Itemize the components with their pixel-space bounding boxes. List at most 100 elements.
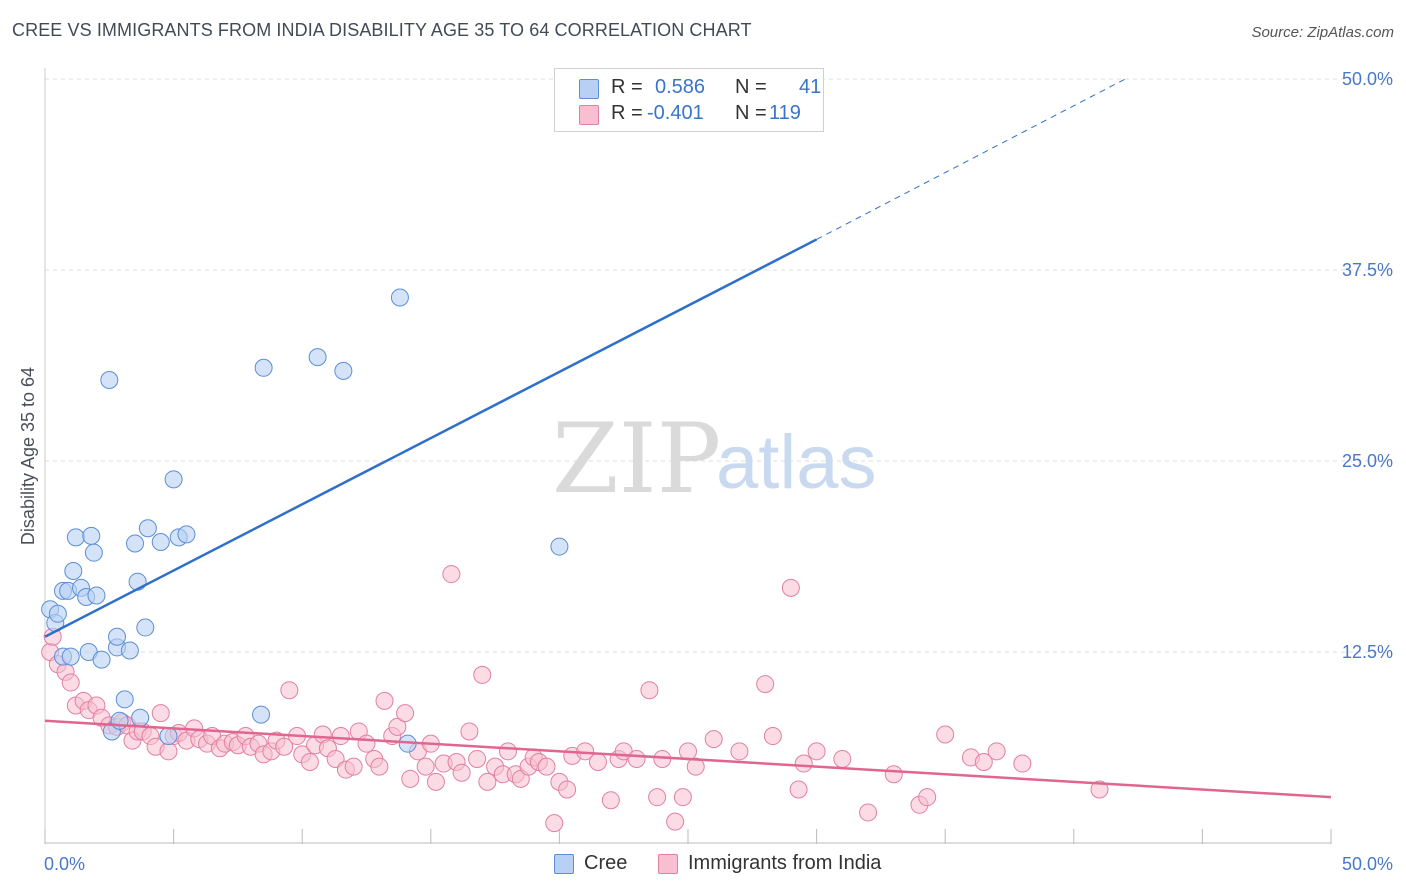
india-point	[1013, 754, 1032, 773]
india-point	[388, 717, 407, 736]
india-trend-line	[44, 719, 1332, 799]
india-point	[331, 727, 350, 746]
cree-point	[334, 361, 353, 380]
india-points	[41, 565, 1109, 833]
india-point	[460, 722, 479, 741]
cree-point	[126, 534, 145, 553]
india-point	[61, 673, 80, 692]
india-point	[679, 742, 697, 761]
legend-r-label: R =	[611, 76, 643, 98]
cree-legend-label: Cree	[584, 852, 628, 874]
cree-point	[92, 650, 111, 669]
watermark-atlas: atlas	[716, 420, 877, 505]
watermark-zip: ZIP	[552, 403, 721, 515]
legend-n-value: 41	[799, 76, 822, 98]
india-point	[588, 753, 607, 772]
india-point	[468, 749, 487, 768]
india-point	[936, 725, 955, 744]
cree-point	[308, 348, 327, 367]
cree-point	[108, 627, 127, 646]
india-point	[300, 753, 319, 772]
cree-point	[151, 532, 170, 551]
india-point	[763, 727, 782, 746]
india-point	[280, 681, 299, 700]
cree-point	[82, 526, 101, 545]
india-point	[627, 749, 646, 768]
x-tick-labels: 0.0% 50.0%	[44, 854, 1393, 874]
cree-point	[66, 528, 85, 547]
legend-r-label: R =	[611, 102, 643, 124]
india-point	[781, 578, 800, 597]
india-point	[704, 730, 723, 749]
trend-lines	[44, 78, 1332, 799]
cree-point	[159, 727, 178, 746]
x-tick-label: 50.0%	[1342, 854, 1393, 874]
india-point	[640, 681, 659, 700]
y-tick-labels: 12.5% 25.0% 37.5% 50.0%	[1342, 69, 1393, 662]
y-axis-label: Disability Age 35 to 64	[18, 367, 38, 545]
india-point	[370, 757, 389, 776]
legend-r-value: -0.401	[647, 102, 704, 124]
cree-point	[64, 562, 83, 581]
india-point	[1090, 780, 1109, 799]
cree-point	[136, 618, 155, 637]
cree-swatch	[579, 79, 599, 99]
correlation-legend: R = 0.586 N = 41 R = -0.401 N = 119	[554, 68, 824, 132]
cree-point	[131, 708, 150, 727]
india-point	[344, 757, 363, 776]
india-point	[730, 742, 749, 761]
cree-point	[61, 647, 80, 666]
india-point	[601, 791, 620, 810]
y-tick-label: 50.0%	[1342, 69, 1393, 89]
cree-point	[550, 537, 569, 556]
india-point	[673, 788, 692, 807]
india-point	[974, 753, 993, 772]
series-legend: Cree Immigrants from India	[0, 851, 1406, 879]
india-point	[426, 772, 445, 791]
cree-point	[100, 371, 119, 390]
india-point	[478, 772, 497, 791]
legend-n-label: N =	[735, 102, 767, 124]
cree-points	[41, 111, 800, 753]
cree-point	[120, 641, 139, 660]
india-point	[833, 749, 852, 768]
india-legend-swatch	[658, 854, 678, 874]
india-point	[545, 814, 564, 833]
india-legend-label: Immigrants from India	[688, 852, 882, 874]
cree-point	[115, 690, 134, 709]
india-point	[452, 763, 471, 782]
cree-point	[48, 604, 67, 623]
india-point	[884, 765, 903, 784]
india-point	[275, 737, 294, 756]
cree-legend-swatch	[554, 854, 574, 874]
india-point	[473, 665, 492, 684]
india-point	[789, 780, 808, 799]
india-point	[498, 742, 517, 761]
india-point	[807, 742, 826, 761]
source-label: Source: ZipAtlas.com	[1251, 24, 1394, 41]
legend-n-label: N =	[735, 76, 767, 98]
india-point	[396, 704, 415, 723]
cree-trend-line	[44, 238, 818, 638]
cree-point	[164, 470, 183, 489]
india-point	[558, 780, 577, 799]
india-point	[442, 565, 461, 584]
cree-point	[254, 358, 273, 377]
india-point	[648, 788, 667, 807]
india-point	[357, 734, 376, 753]
y-tick-label: 12.5%	[1342, 642, 1393, 662]
cree-point	[177, 525, 196, 544]
india-point	[666, 812, 685, 831]
legend-n-value: 119	[769, 102, 801, 124]
cree-point	[390, 288, 409, 307]
cree-point	[138, 519, 157, 538]
legend-r-value: 0.586	[655, 76, 706, 98]
india-point	[859, 803, 878, 822]
cree-point	[84, 543, 103, 562]
india-point	[151, 704, 170, 723]
india-point	[375, 691, 394, 710]
gridlines	[45, 78, 1392, 653]
india-swatch	[579, 105, 599, 125]
y-tick-label: 37.5%	[1342, 260, 1393, 280]
